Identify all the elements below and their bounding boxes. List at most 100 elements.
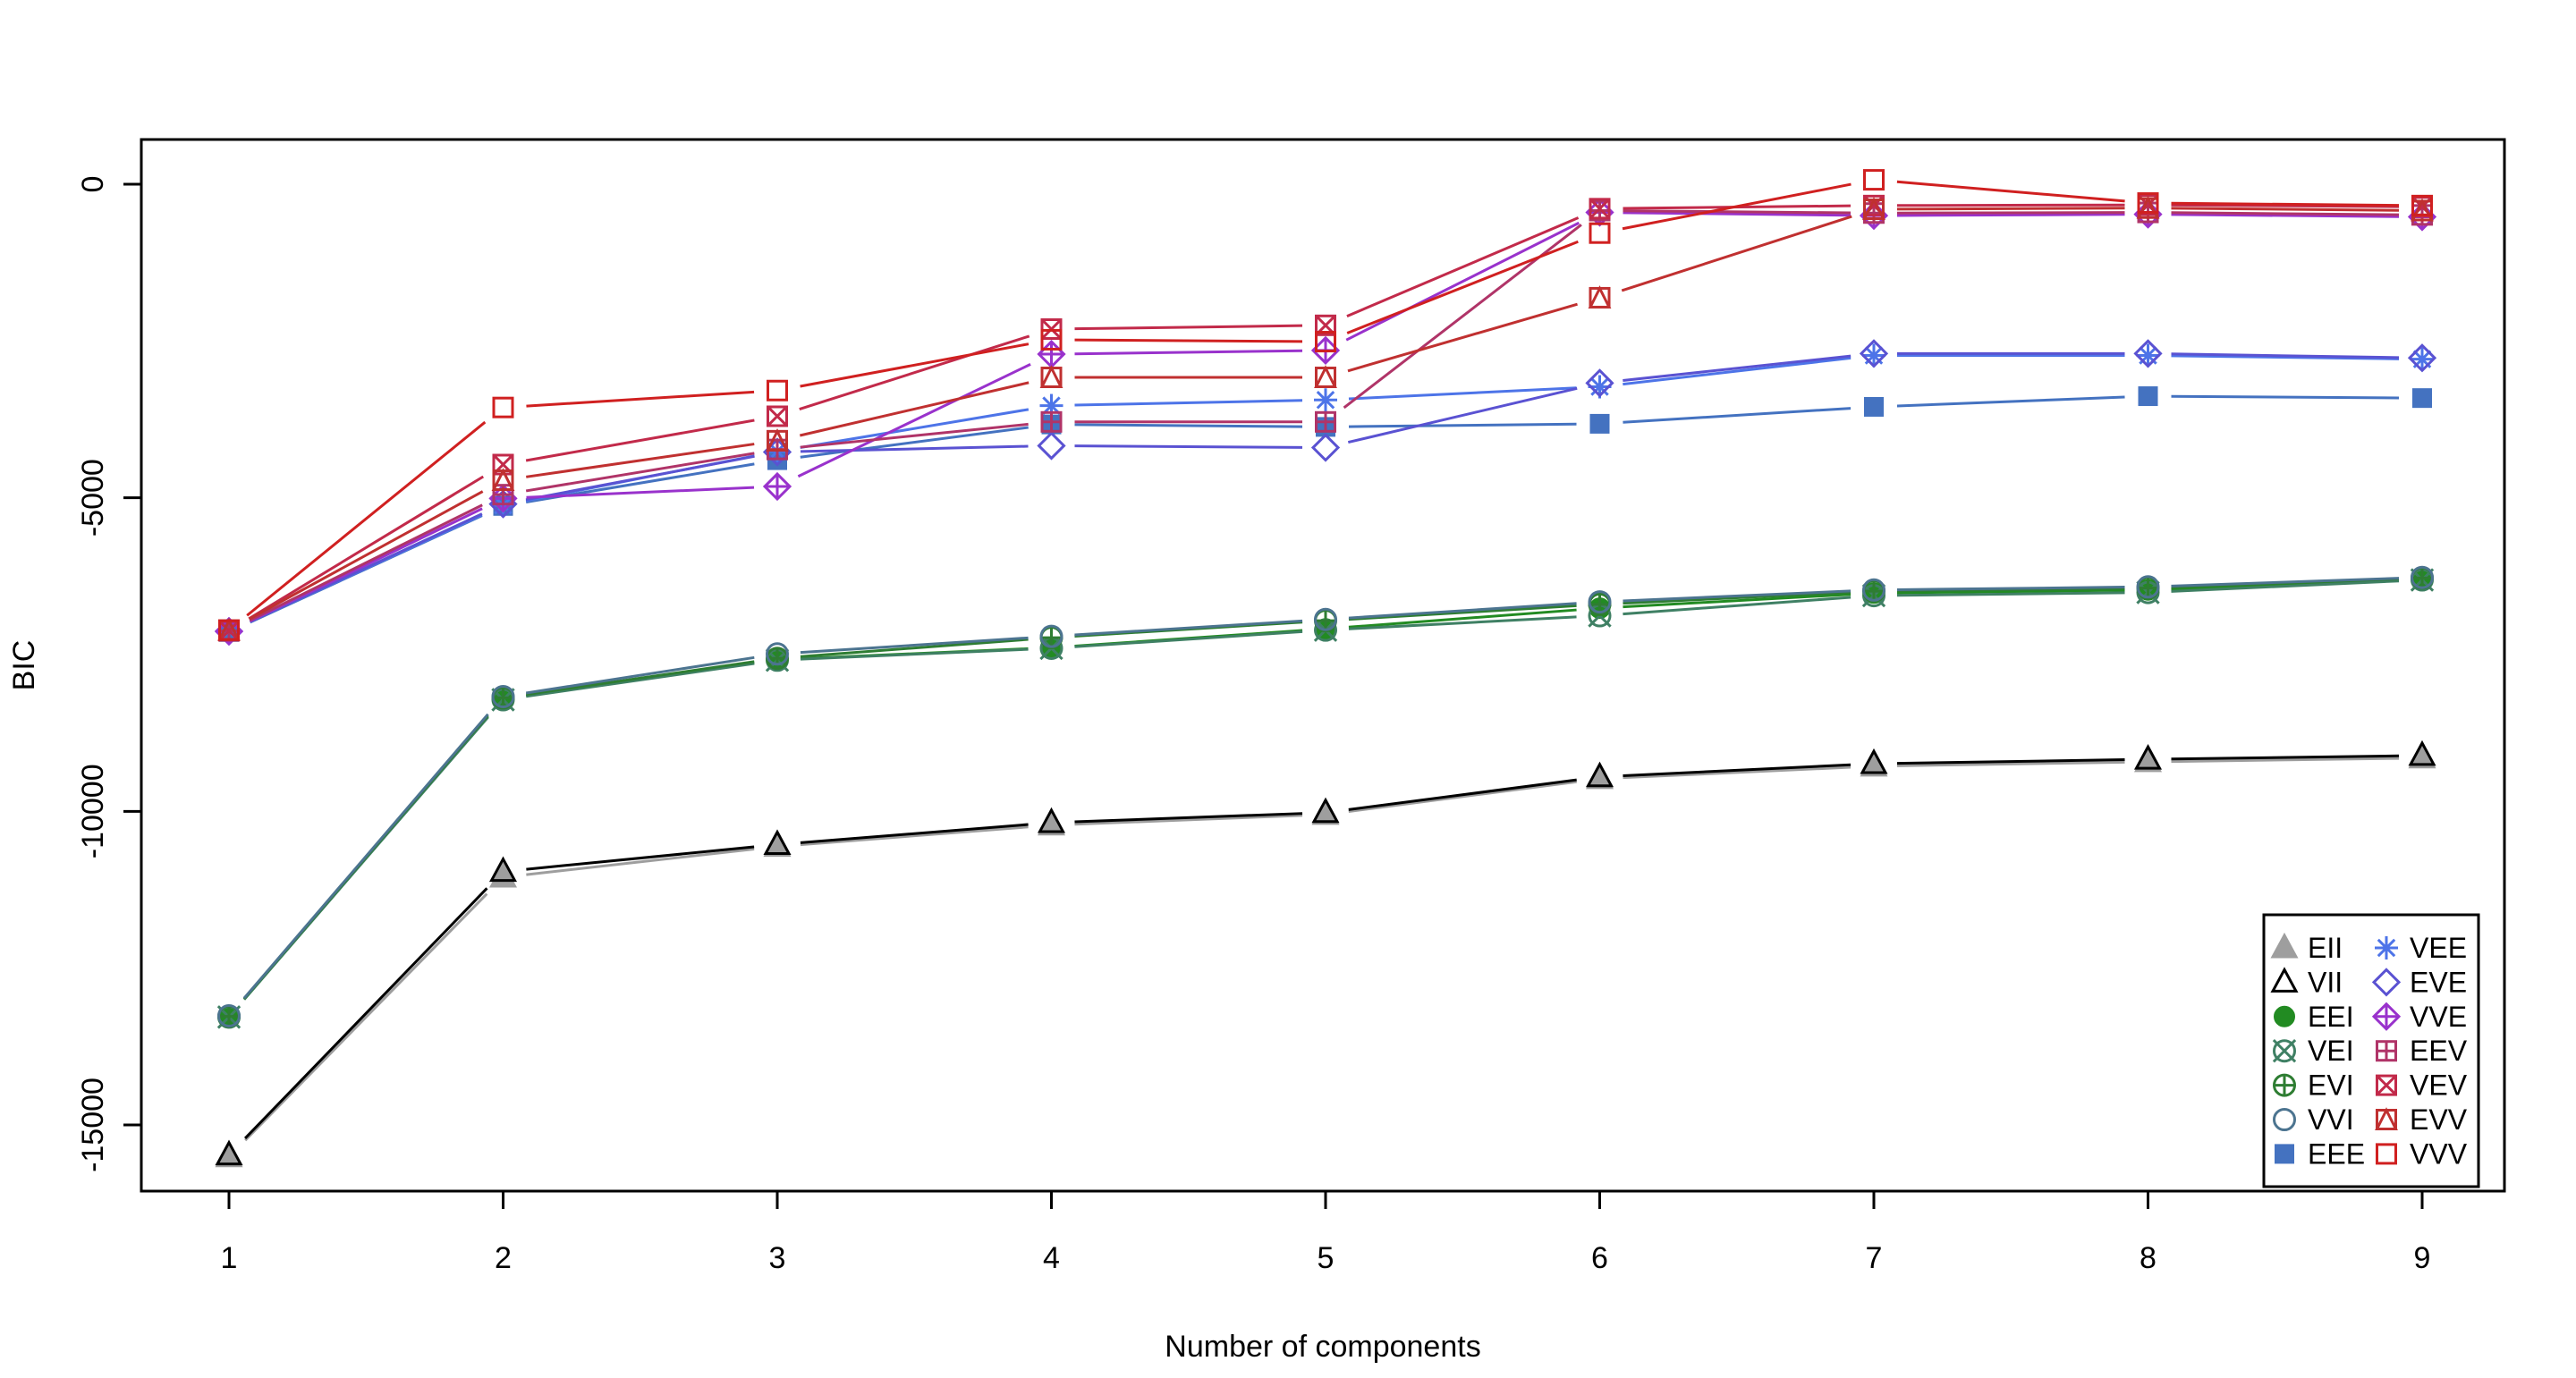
marker-square-triangle-t: [1588, 285, 1612, 309]
series-line-VVV: [1346, 240, 1579, 334]
series-line-EVE: [1623, 354, 1852, 383]
series-line-VVV: [1896, 180, 2125, 203]
marker-triangle-filled: [2270, 932, 2299, 959]
x-axis: 1 2 3 4 5 6 7 8 9: [221, 1191, 2430, 1275]
series-line-VVV: [2171, 201, 2400, 207]
legend-label-EVV: EVV: [2410, 1103, 2468, 1136]
marker-diamond-open: [2407, 343, 2437, 373]
series-line-EEE: [1348, 422, 1577, 428]
series-line-VVV: [526, 390, 755, 408]
series-line-VVE: [1345, 221, 1580, 342]
series-line-VVE: [797, 363, 1031, 478]
series-line-VEV: [525, 418, 755, 462]
series-line-EEI: [1623, 593, 1852, 609]
series-line-EEV: [1896, 211, 2125, 215]
series-line-EEE: [2171, 394, 2400, 400]
series-line-EEI: [1896, 588, 2125, 595]
marker-triangle-open: [2408, 740, 2436, 766]
x-tick-label: 2: [495, 1241, 512, 1275]
marker-square-filled: [1864, 396, 1884, 417]
marker-square-filled: [2275, 1144, 2294, 1164]
marker-square-open: [492, 396, 514, 418]
series-line-EVV: [1621, 215, 1852, 292]
series-line-VII: [1623, 763, 1852, 778]
series-line-EEV: [1623, 209, 1852, 215]
series-line-VEE: [1074, 399, 1303, 407]
series-line-EII: [244, 892, 488, 1142]
x-axis-title: Number of components: [1165, 1330, 1480, 1364]
x-tick-label: 3: [769, 1241, 786, 1275]
series-line-VVE: [2171, 213, 2400, 218]
series-line-EEE: [1623, 407, 1852, 424]
marker-circle-open: [766, 642, 789, 666]
legend-label-VEE: VEE: [2410, 932, 2467, 964]
marker-asterisk-spoke: [1042, 396, 1061, 415]
legend-label-EII: EII: [2308, 932, 2343, 964]
marker-diamond-open: [1585, 368, 1614, 398]
marker-square-triangle-t: [1039, 365, 1063, 389]
marker-circle-open: [1862, 578, 1885, 602]
series-EII: [215, 742, 2436, 1168]
y-tick-label: 0: [76, 176, 110, 193]
series-line-EVV: [799, 381, 1030, 437]
series-line-EEV: [525, 452, 755, 493]
series-line-EVV: [1896, 207, 2125, 211]
x-tick-label: 6: [1591, 1241, 1608, 1275]
marker-square-triangle-t: [2375, 1107, 2398, 1130]
marker-square-triangle-t: [2136, 195, 2160, 219]
marker-triangle-open: [1311, 797, 1340, 824]
marker-square-x: [1315, 314, 1336, 336]
series-line-VII: [800, 823, 1029, 844]
marker-square-triangle-t: [2411, 198, 2434, 222]
x-tick-label: 1: [221, 1241, 238, 1275]
marker-triangle-open: [488, 856, 518, 883]
marker-diamond-open: [1310, 433, 1341, 462]
x-tick-label: 5: [1318, 1241, 1335, 1275]
marker-triangle-open: [2133, 743, 2163, 770]
series-line-VII: [243, 887, 488, 1140]
series-line-EVI: [800, 638, 1029, 658]
series-line-VEV: [2171, 203, 2400, 208]
series-line-EVE: [1347, 386, 1578, 444]
series-line-VVI: [800, 636, 1029, 655]
series-line-VEI: [2171, 579, 2400, 593]
marker-square-x-d2: [767, 405, 788, 427]
marker-square-filled: [2138, 386, 2158, 407]
marker-square-open: [1040, 328, 1063, 351]
series-line-VVI: [242, 713, 489, 1000]
series-line-VVI: [1348, 602, 1577, 620]
series-line-VEV: [799, 334, 1030, 411]
legend-label-VVI: VVI: [2308, 1103, 2354, 1136]
series-layer: [214, 169, 2437, 1168]
series-EVE: [214, 339, 2437, 647]
series-line-VEE: [1348, 386, 1577, 401]
marker-circle-x-d2: [2272, 1039, 2297, 1063]
series-line-EVV: [249, 490, 484, 621]
legend-label-VII: VII: [2308, 966, 2343, 998]
legend-label-VVE: VVE: [2410, 1001, 2467, 1033]
series-line-VEE: [2171, 354, 2400, 360]
y-tick-label: -5000: [76, 459, 110, 537]
series-line-VEV: [1074, 324, 1303, 331]
marker-circle-open: [491, 684, 515, 708]
series-line-VVE: [526, 486, 755, 499]
series-line-VEI: [1074, 630, 1303, 648]
series-line-VII: [526, 845, 755, 871]
series-line-VEI: [1623, 596, 1852, 616]
series-line-VEI: [1348, 615, 1577, 630]
marker-circle-open: [1039, 624, 1063, 648]
marker-square-open: [1315, 331, 1336, 353]
series-line-VVI: [1074, 619, 1303, 637]
marker-diamond-open: [1037, 431, 1066, 461]
marker-square-x-d2: [218, 620, 240, 641]
series-line-EII: [1896, 760, 2125, 767]
marker-diamond-open: [1859, 339, 1889, 368]
marker-diamond-open: [2371, 968, 2402, 997]
series-line-VVV: [800, 342, 1030, 388]
series-line-VVI: [1896, 586, 2125, 591]
series-line-EII: [2171, 757, 2400, 764]
marker-square-open: [2137, 192, 2159, 215]
marker-asterisk-spoke: [1316, 391, 1335, 410]
